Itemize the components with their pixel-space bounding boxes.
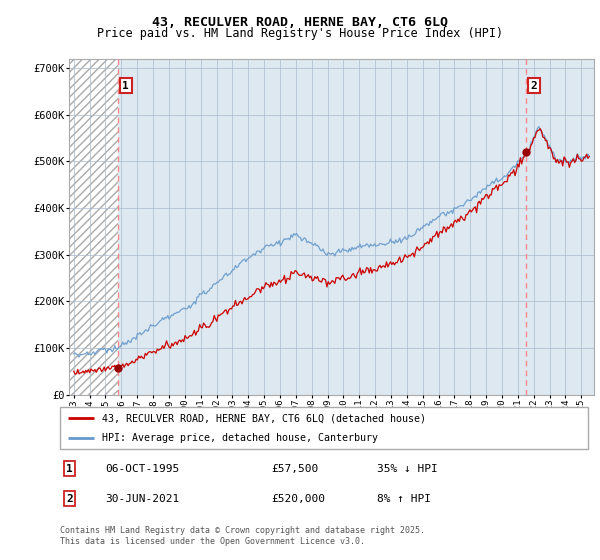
Text: 1: 1 [122, 81, 129, 91]
Text: Contains HM Land Registry data © Crown copyright and database right 2025.
This d: Contains HM Land Registry data © Crown c… [60, 526, 425, 546]
Text: Price paid vs. HM Land Registry's House Price Index (HPI): Price paid vs. HM Land Registry's House … [97, 27, 503, 40]
Text: 30-JUN-2021: 30-JUN-2021 [105, 494, 179, 504]
Text: 2: 2 [66, 494, 73, 504]
Text: HPI: Average price, detached house, Canterbury: HPI: Average price, detached house, Cant… [102, 433, 378, 443]
Text: 06-OCT-1995: 06-OCT-1995 [105, 464, 179, 474]
Text: 2: 2 [530, 81, 538, 91]
Bar [69, 59, 118, 395]
Text: 1: 1 [66, 464, 73, 474]
Text: 43, RECULVER ROAD, HERNE BAY, CT6 6LQ (detached house): 43, RECULVER ROAD, HERNE BAY, CT6 6LQ (d… [102, 413, 426, 423]
Text: £57,500: £57,500 [271, 464, 319, 474]
Text: 8% ↑ HPI: 8% ↑ HPI [377, 494, 431, 504]
FancyBboxPatch shape [60, 407, 588, 449]
Text: £520,000: £520,000 [271, 494, 325, 504]
Text: 35% ↓ HPI: 35% ↓ HPI [377, 464, 437, 474]
Text: 43, RECULVER ROAD, HERNE BAY, CT6 6LQ: 43, RECULVER ROAD, HERNE BAY, CT6 6LQ [152, 16, 448, 29]
